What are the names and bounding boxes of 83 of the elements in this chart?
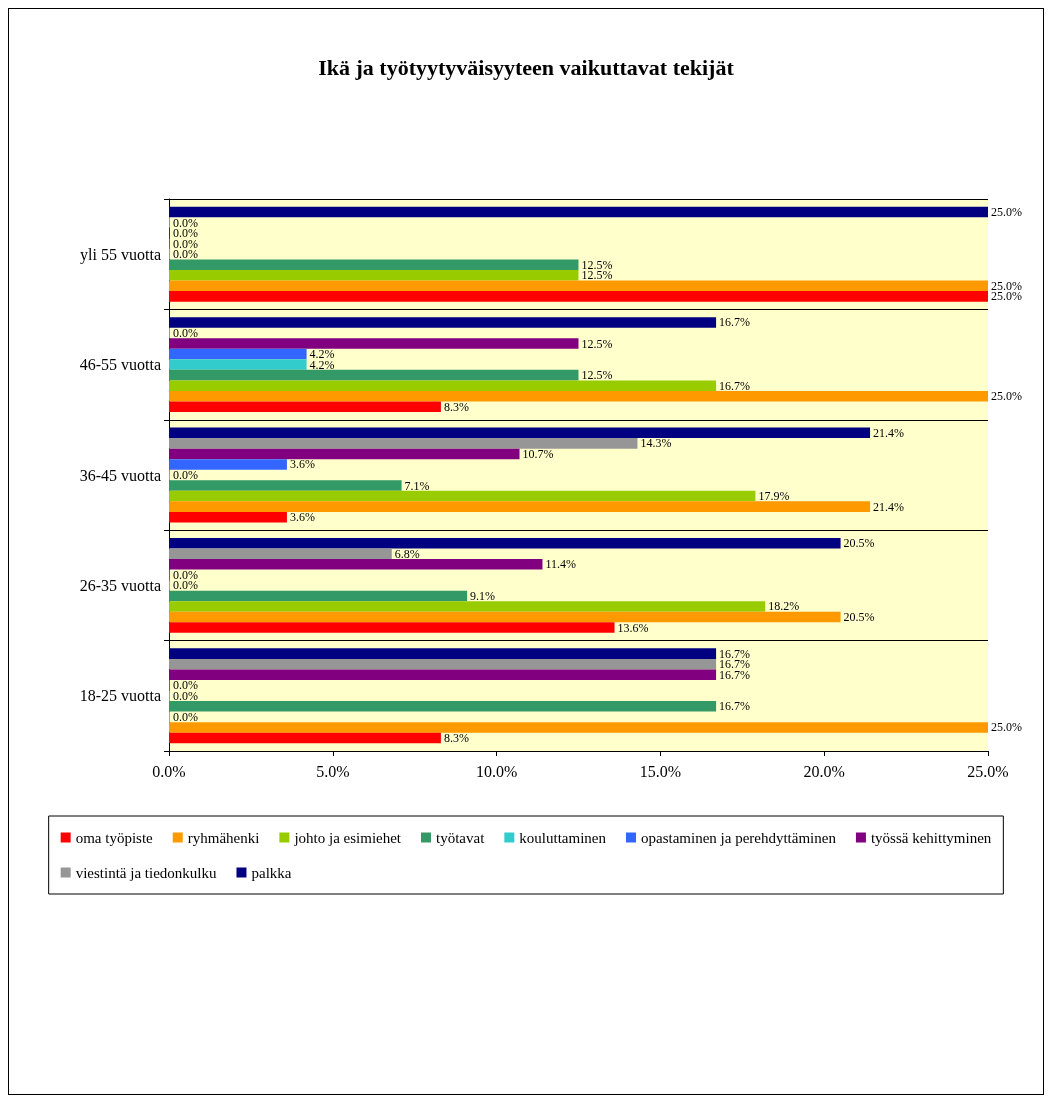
data-label: 8.3% [443, 731, 469, 745]
x-tick-label: 0.0% [152, 762, 186, 780]
bar [169, 459, 287, 470]
bar [169, 601, 766, 612]
data-label: 0.0% [173, 468, 198, 482]
data-label: 13.6% [617, 620, 649, 635]
bar [169, 270, 579, 281]
bar [169, 259, 579, 271]
data-label: 20.5% [843, 610, 875, 625]
bar [169, 427, 871, 439]
y-tick-label: yli 55 vuotta [80, 245, 161, 264]
data-label: 3.6% [289, 510, 315, 525]
data-label: 17.9% [758, 489, 790, 504]
bar [169, 280, 988, 292]
bar [169, 490, 756, 502]
bar [169, 611, 841, 623]
bar [169, 722, 988, 733]
x-tick-label: 15.0% [639, 762, 682, 780]
bar [169, 548, 392, 560]
data-label: 9.1% [470, 588, 496, 603]
bar [169, 732, 441, 744]
bar [169, 291, 988, 302]
legend-label: viestintä ja tiedonkulku [75, 864, 217, 881]
bar [169, 206, 988, 218]
y-tick-label: 46-55 vuotta [79, 356, 161, 374]
bar [169, 701, 717, 712]
x-tick-label: 20.0% [803, 762, 845, 780]
legend-label: kouluttaminen [519, 829, 607, 846]
bar [169, 559, 543, 570]
data-label: 21.4% [873, 499, 905, 514]
bar [169, 658, 717, 670]
data-label: 8.3% [443, 399, 469, 414]
data-label: 12.5% [581, 368, 613, 383]
data-label: 0.0% [173, 325, 198, 340]
bar [169, 348, 307, 360]
data-label: 16.7% [719, 315, 751, 330]
bar [169, 380, 717, 391]
y-tick-label: 18-25 vuotta [79, 687, 161, 705]
data-label: 12.5% [581, 336, 613, 351]
legend-label: työssä kehittyminen [870, 829, 992, 846]
data-label: 16.7% [719, 378, 751, 393]
legend-label: ryhmähenki [187, 829, 260, 846]
data-label: 16.7% [719, 699, 751, 714]
legend-label: oma työpiste [75, 829, 154, 846]
bar [169, 438, 638, 449]
bar [169, 338, 579, 349]
chart-title: Ikä ja työtyytyväisyyteen vaikuttavat tekijät [318, 54, 735, 80]
x-tick-label: 5.0% [316, 762, 350, 780]
y-tick-label: 36-45 vuotta [79, 466, 161, 484]
data-label: 11.4% [545, 557, 577, 572]
bar [169, 537, 841, 549]
y-tick-label: 26-35 vuotta [79, 576, 161, 594]
data-label: 10.7% [522, 446, 554, 461]
bar [169, 622, 615, 633]
data-label: 25.0% [991, 720, 1022, 735]
data-label: 21.4% [873, 425, 905, 440]
legend-label: työtavat [436, 829, 486, 846]
bar [169, 669, 717, 680]
x-tick-label: 25.0% [967, 762, 1009, 780]
data-label: 25.0% [991, 389, 1022, 404]
data-label: 14.3% [640, 436, 672, 451]
data-label: 3.6% [289, 457, 315, 472]
data-label: 6.8% [394, 546, 420, 561]
data-label: 7.1% [404, 478, 430, 493]
legend-label: opastaminen ja perehdyttäminen [641, 829, 837, 846]
bar [169, 448, 520, 460]
data-label: 20.5% [843, 536, 875, 551]
data-label: 25.0% [991, 205, 1022, 219]
bar [169, 648, 717, 659]
bar [169, 590, 468, 602]
data-label: 0.0% [173, 709, 198, 724]
bar [169, 480, 402, 491]
bar [169, 359, 307, 370]
legend-label: johto ja esimiehet [293, 829, 402, 846]
bar [169, 317, 717, 328]
bar [169, 390, 988, 402]
bar [169, 501, 871, 512]
legend-label: palkka [251, 864, 292, 881]
bar [169, 401, 441, 413]
bar [169, 369, 579, 381]
data-label: 18.2% [768, 599, 800, 614]
bar [169, 511, 287, 523]
x-tick-label: 10.0% [475, 762, 518, 780]
